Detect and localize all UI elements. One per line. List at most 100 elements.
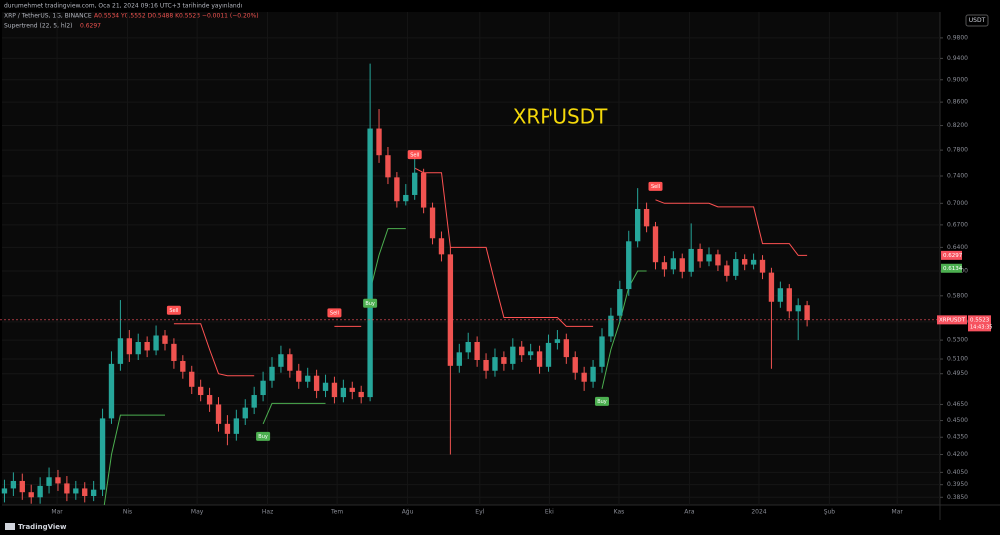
indicator-value: 0.6297 bbox=[80, 23, 101, 30]
signal-badge bbox=[166, 305, 181, 315]
candle-body bbox=[786, 288, 792, 312]
candle-body bbox=[634, 208, 641, 242]
y-tick-label: 0.7400 bbox=[947, 173, 968, 180]
candle-body bbox=[197, 386, 204, 396]
signal-badge bbox=[256, 431, 271, 441]
candle-body bbox=[278, 354, 284, 367]
y-tick-label: 0.3950 bbox=[947, 481, 968, 488]
candle-body bbox=[617, 289, 623, 316]
x-tick-label: Şub bbox=[824, 509, 836, 516]
ohlc: A0.5534 Y0.5552 D0.5488 K0.5523 −0.0011 … bbox=[94, 13, 259, 20]
x-tick-label: Ara bbox=[684, 509, 695, 516]
candle-body bbox=[554, 339, 561, 343]
y-tick-label: 0.4200 bbox=[947, 451, 968, 458]
candle-body bbox=[724, 265, 730, 276]
price-tag bbox=[941, 250, 962, 260]
candle-body bbox=[510, 346, 516, 364]
candle-body bbox=[643, 208, 650, 227]
candle-body bbox=[349, 387, 355, 392]
signal-label: Sell bbox=[169, 308, 178, 314]
candle-body bbox=[322, 382, 329, 391]
candle-body bbox=[64, 483, 70, 494]
last-price-tag bbox=[968, 315, 991, 332]
brand-logo: TradingView bbox=[5, 523, 67, 531]
candle-body bbox=[581, 372, 587, 382]
candle-body bbox=[224, 423, 231, 434]
candle-body bbox=[242, 407, 248, 419]
signal-label: Sell bbox=[330, 311, 339, 317]
candle-body bbox=[679, 258, 685, 272]
x-tick-label: Tem bbox=[330, 509, 343, 516]
candle-body bbox=[55, 477, 61, 484]
candle-body bbox=[429, 207, 436, 239]
candle-body bbox=[768, 272, 775, 302]
candle-body bbox=[358, 391, 364, 398]
countdown: 14:43:35 bbox=[970, 324, 992, 330]
candle-body bbox=[126, 338, 132, 355]
candle-body bbox=[135, 341, 141, 355]
candle-body bbox=[90, 489, 97, 497]
candle-body bbox=[287, 354, 293, 371]
brand: TradingView bbox=[18, 523, 67, 531]
candle-body bbox=[492, 357, 498, 371]
y-tick-label: 0.4650 bbox=[947, 401, 968, 408]
currency-box[interactable] bbox=[965, 14, 989, 27]
candle-body bbox=[706, 254, 712, 262]
candle-body bbox=[162, 335, 168, 344]
y-tick-label: 0.4500 bbox=[947, 417, 968, 424]
signal-label: Sell bbox=[410, 152, 419, 158]
candle-body bbox=[742, 259, 748, 265]
candle-body bbox=[108, 363, 115, 419]
y-tick-label: 0.7800 bbox=[947, 147, 968, 154]
candle-body bbox=[456, 352, 462, 366]
candle-body bbox=[715, 254, 721, 266]
candle-body bbox=[733, 259, 739, 276]
candle-body bbox=[340, 387, 347, 398]
signal-badge bbox=[594, 396, 609, 406]
y-tick-label: 0.7000 bbox=[947, 200, 968, 207]
candle-body bbox=[670, 258, 677, 270]
x-tick-label: Haz bbox=[262, 509, 273, 516]
indicator: Supertrend (22, 5, hl2) bbox=[4, 23, 73, 30]
y-tick-label: 0.4950 bbox=[947, 370, 968, 377]
x-tick-label: Mar bbox=[51, 509, 63, 516]
candle-body bbox=[73, 488, 79, 494]
y-tick-label: 0.8200 bbox=[947, 122, 968, 129]
candle-body bbox=[144, 341, 150, 351]
signal-label: Buy bbox=[258, 434, 268, 440]
y-tick-label: 0.5300 bbox=[947, 337, 968, 344]
currency[interactable]: USDT bbox=[969, 17, 986, 24]
candle-body bbox=[777, 288, 784, 302]
candle-body bbox=[37, 485, 43, 498]
last-price-name-tag bbox=[937, 315, 967, 325]
candle-body bbox=[652, 226, 659, 263]
candle-body bbox=[233, 418, 240, 434]
signal-badge bbox=[407, 150, 422, 160]
candle-body bbox=[180, 360, 186, 372]
y-tick-label: 0.6700 bbox=[947, 221, 968, 228]
candle-body bbox=[527, 351, 534, 356]
candle-body bbox=[572, 357, 578, 373]
candle-body bbox=[626, 241, 632, 290]
candle-body bbox=[331, 382, 338, 398]
candle-body bbox=[519, 346, 525, 356]
x-tick-label: Mar bbox=[892, 509, 904, 516]
supertrend-line bbox=[103, 228, 647, 505]
candle-body bbox=[313, 375, 320, 391]
signal-label: Sell bbox=[651, 184, 660, 190]
candle-body bbox=[46, 477, 52, 486]
candle-body bbox=[599, 336, 605, 367]
candle-body bbox=[804, 305, 810, 320]
x-tick-label: Eki bbox=[545, 509, 554, 516]
x-tick-label: Ağu bbox=[402, 509, 414, 516]
published-note: durumehmet tradingview.com, Oca 21, 2024… bbox=[4, 3, 243, 10]
y-tick-label: 0.6400 bbox=[947, 244, 968, 251]
candle-body bbox=[296, 370, 302, 382]
y-tick-label: 0.9400 bbox=[947, 55, 968, 62]
price-tag-label: 0.6134 bbox=[943, 266, 963, 272]
last-price-name: XRPUSDT bbox=[939, 317, 966, 323]
candle-body bbox=[28, 492, 34, 498]
candle-body bbox=[759, 259, 766, 273]
y-tick-label: 0.5800 bbox=[947, 292, 968, 299]
y-tick-label: 0.9000 bbox=[947, 76, 968, 83]
